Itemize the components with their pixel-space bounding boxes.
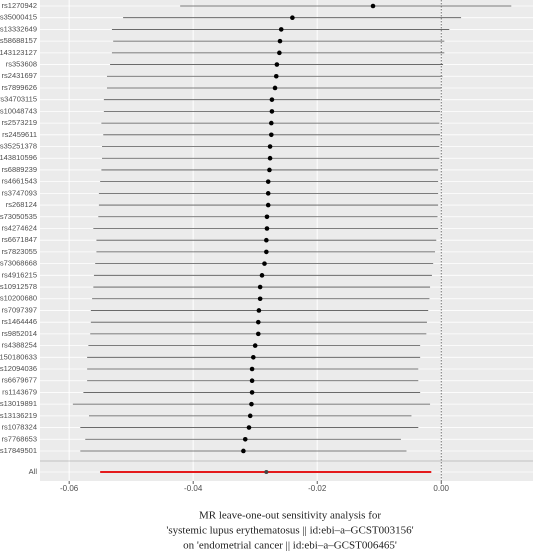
point-estimate xyxy=(251,355,256,360)
row-label: rs6679677 xyxy=(2,376,37,385)
row-label: rs2573219 xyxy=(2,118,37,127)
row-label: rs13019891 xyxy=(0,399,37,408)
row-label: rs6889239 xyxy=(2,165,37,174)
point-estimate xyxy=(264,214,270,220)
row-label: rs1270942 xyxy=(2,1,37,10)
point-estimate xyxy=(257,284,263,290)
x-tick-label: 0.00 xyxy=(433,484,449,493)
point-estimate xyxy=(257,296,263,302)
point-estimate xyxy=(277,38,283,44)
point-estimate xyxy=(272,85,278,91)
point-estimate xyxy=(265,191,271,196)
point-estimate xyxy=(249,401,254,407)
row-label: rs1078324 xyxy=(2,423,37,432)
row-label: rs6671847 xyxy=(2,235,37,244)
point-estimate xyxy=(262,261,267,266)
row-label: rs10200680 xyxy=(0,294,37,303)
row-label: rs13332649 xyxy=(0,24,37,33)
point-estimate xyxy=(252,343,258,348)
row-label: rs7823055 xyxy=(2,247,37,256)
row-label: rs7768653 xyxy=(2,434,37,443)
caption-line: on 'endometrial cancer || id:ebi–a–GCST0… xyxy=(183,540,397,552)
row-label: All xyxy=(29,467,38,476)
point-estimate xyxy=(259,273,265,278)
row-label: rs10048743 xyxy=(0,106,37,115)
point-estimate xyxy=(290,15,295,21)
row-label: rs4916215 xyxy=(2,270,37,279)
point-estimate xyxy=(273,73,279,79)
row-label: rs1464446 xyxy=(2,317,37,326)
row-label: rs3747093 xyxy=(2,188,37,197)
row-label: rs35251378 xyxy=(0,142,37,151)
point-estimate xyxy=(264,237,269,243)
row-label: rs143123127 xyxy=(0,48,37,57)
row-label: rs2459611 xyxy=(2,130,37,139)
caption-line: MR leave-one-out sensitivity analysis fo… xyxy=(199,510,381,522)
row-label: rs7097397 xyxy=(2,305,37,314)
point-estimate xyxy=(242,436,248,442)
row-label: rs150180633 xyxy=(0,352,37,361)
summary-estimate xyxy=(264,470,269,474)
row-label: rs268124 xyxy=(6,200,37,209)
point-estimate xyxy=(255,319,261,325)
row-label: rs10912578 xyxy=(0,282,37,291)
row-label: rs4388254 xyxy=(2,341,37,350)
row-label: rs34703115 xyxy=(0,95,37,104)
point-estimate xyxy=(265,179,271,184)
row-label: rs4661543 xyxy=(2,177,37,186)
row-label: rs12094036 xyxy=(0,364,37,373)
row-label: rs4274624 xyxy=(2,223,37,232)
point-estimate xyxy=(269,132,274,138)
row-label: rs1143679 xyxy=(2,387,37,396)
point-estimate xyxy=(264,226,270,231)
point-estimate xyxy=(267,144,273,149)
point-estimate xyxy=(246,425,252,430)
point-estimate xyxy=(241,448,246,454)
point-estimate xyxy=(267,155,273,161)
point-estimate xyxy=(269,109,275,114)
caption-line: 'systemic lupus erythematosus || id:ebi–… xyxy=(166,525,413,537)
point-estimate xyxy=(249,378,255,384)
row-label: rs353608 xyxy=(6,60,37,69)
x-tick-label: -0.02 xyxy=(308,484,327,493)
point-estimate xyxy=(249,390,255,395)
point-estimate xyxy=(256,308,262,313)
row-label: rs35000415 xyxy=(0,13,37,22)
row-label: rs73050535 xyxy=(0,212,37,221)
point-estimate xyxy=(264,249,269,255)
point-estimate xyxy=(269,120,274,126)
row-label: rs7899626 xyxy=(2,83,37,92)
point-estimate xyxy=(265,202,271,208)
point-estimate xyxy=(278,27,284,32)
x-tick-label: -0.04 xyxy=(184,484,203,493)
point-estimate xyxy=(370,3,376,9)
point-estimate xyxy=(267,167,272,173)
row-label: rs73068668 xyxy=(0,259,37,268)
point-estimate xyxy=(277,50,282,56)
point-estimate xyxy=(249,366,255,372)
point-estimate xyxy=(247,413,253,419)
point-estimate xyxy=(274,62,280,67)
row-label: rs58688157 xyxy=(0,36,37,45)
row-label: rs9852014 xyxy=(2,329,37,338)
point-estimate xyxy=(269,97,275,102)
row-label: rs2431697 xyxy=(2,71,37,80)
row-label: rs17849501 xyxy=(0,446,37,455)
point-estimate xyxy=(255,331,261,337)
x-tick-label: -0.06 xyxy=(60,484,79,493)
row-label: rs143810596 xyxy=(0,153,37,162)
row-label: rs13136219 xyxy=(0,411,37,420)
